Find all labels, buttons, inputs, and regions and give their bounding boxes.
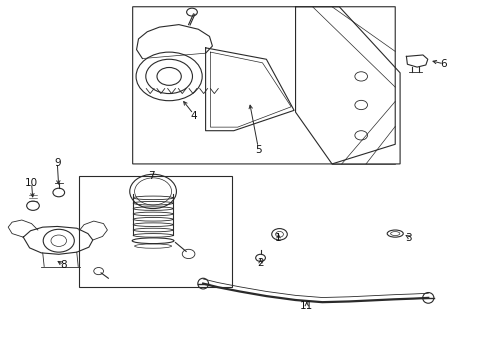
Text: 11: 11: [300, 301, 313, 311]
Bar: [79, 176, 232, 287]
Text: 2: 2: [257, 258, 264, 268]
Text: 1: 1: [275, 233, 281, 243]
Text: 5: 5: [254, 145, 261, 155]
Text: 8: 8: [60, 260, 67, 270]
Text: 7: 7: [147, 171, 154, 181]
Text: 10: 10: [25, 178, 38, 188]
Text: 9: 9: [54, 158, 61, 168]
Text: 6: 6: [440, 59, 446, 69]
Text: 4: 4: [190, 111, 196, 121]
Text: 3: 3: [405, 233, 411, 243]
